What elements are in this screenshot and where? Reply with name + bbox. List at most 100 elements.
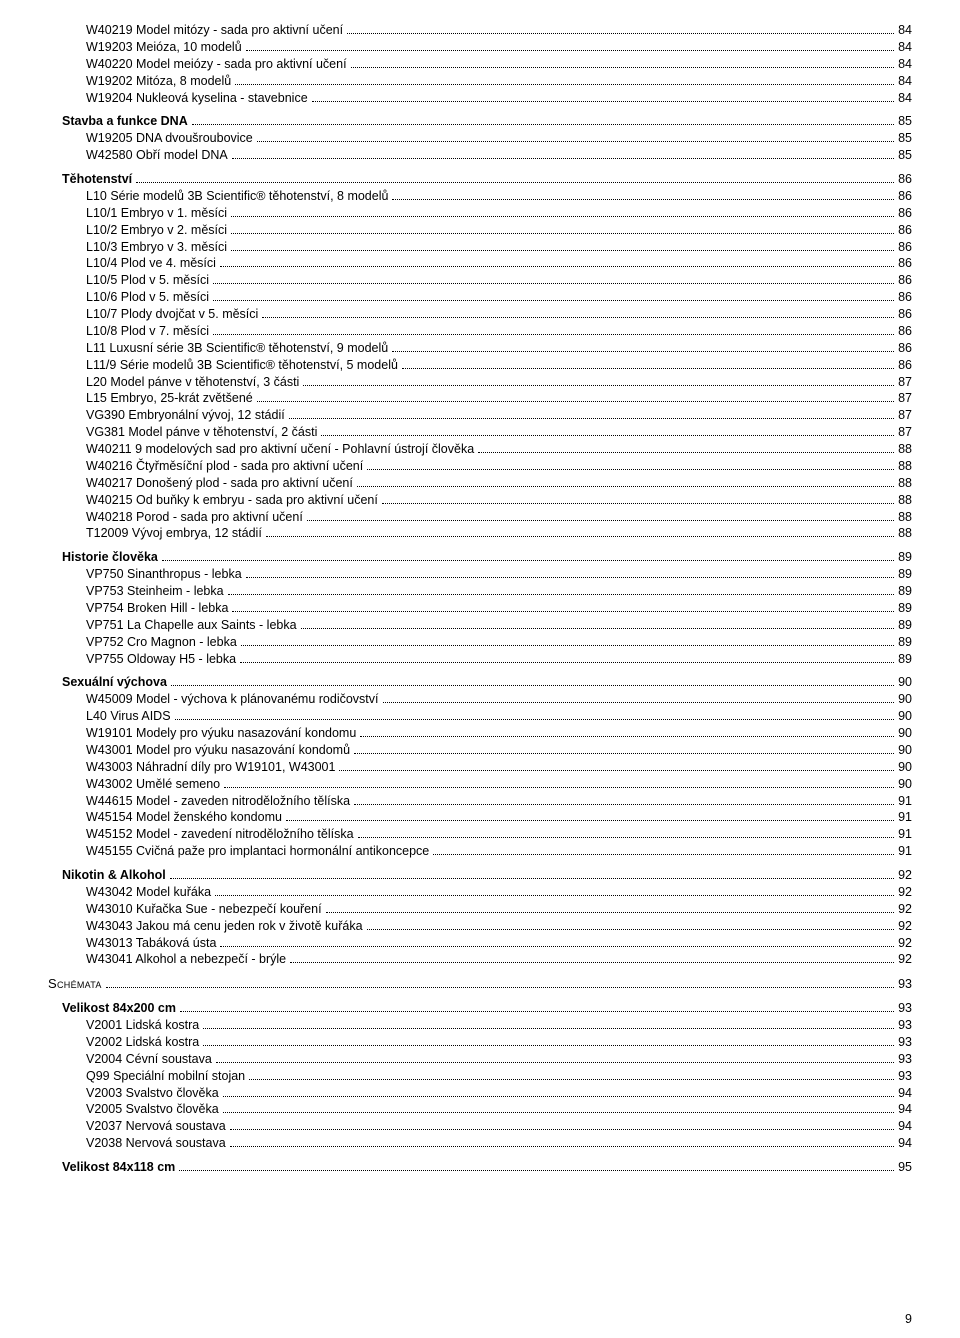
toc-entry[interactable]: W40219 Model mitózy - sada pro aktivní u… [86,22,912,39]
toc-entry[interactable]: Nikotin & Alkohol92 [62,867,912,884]
toc-entry[interactable]: V2037 Nervová soustava94 [86,1118,912,1135]
toc-entry[interactable]: W45154 Model ženského kondomu91 [86,809,912,826]
toc-entry[interactable]: W40220 Model meiózy - sada pro aktivní u… [86,56,912,73]
toc-entry-label: Q99 Speciální mobilní stojan [86,1068,245,1085]
toc-entry-label: W43041 Alkohol a nebezpečí - brýle [86,951,286,968]
toc-entry[interactable]: Těhotenství86 [62,171,912,188]
toc-entry-label: W40215 Od buňky k embryu - sada pro akti… [86,492,378,509]
toc-entry[interactable]: L10 Série modelů 3B Scientific® těhotens… [86,188,912,205]
toc-entry-label: W43043 Jakou má cenu jeden rok v životě … [86,918,363,935]
toc-entry[interactable]: W43010 Kuřačka Sue - nebezpečí kouření92 [86,901,912,918]
toc-entry[interactable]: VP754 Broken Hill - lebka89 [86,600,912,617]
toc-leader-dots [354,804,894,805]
toc-leader-dots [367,929,895,930]
toc-entry[interactable]: L10/7 Plody dvojčat v 5. měsíci86 [86,306,912,323]
toc-entry[interactable]: W43042 Model kuřáka92 [86,884,912,901]
toc-leader-dots [307,520,894,521]
toc-entry[interactable]: V2004 Cévní soustava93 [86,1051,912,1068]
toc-leader-dots [303,385,894,386]
toc-entry[interactable]: T12009 Vývoj embrya, 12 stádií88 [86,525,912,542]
toc-entry[interactable]: L10/4 Plod ve 4. měsíci86 [86,255,912,272]
toc-entry[interactable]: L40 Virus AIDS90 [86,708,912,725]
toc-entry[interactable]: Sexuální výchova90 [62,674,912,691]
toc-entry[interactable]: W43002 Umělé semeno90 [86,776,912,793]
toc-entry[interactable]: VG390 Embryonální vývoj, 12 stádií87 [86,407,912,424]
toc-entry[interactable]: VP755 Oldoway H5 - lebka89 [86,651,912,668]
toc-entry[interactable]: VP750 Sinanthropus - lebka89 [86,566,912,583]
toc-entry[interactable]: V2005 Svalstvo člověka94 [86,1101,912,1118]
toc-entry[interactable]: W45155 Cvičná paže pro implantaci hormon… [86,843,912,860]
toc-entry[interactable]: L10/2 Embryo v 2. měsíci86 [86,222,912,239]
toc-entry-label: W19205 DNA dvoušroubovice [86,130,253,147]
toc-entry-page: 89 [898,566,912,583]
toc-entry[interactable]: VP752 Cro Magnon - lebka89 [86,634,912,651]
toc-entry[interactable]: L11/9 Série modelů 3B Scientific® těhote… [86,357,912,374]
toc-entry[interactable]: W40216 Čtyřměsíční plod - sada pro aktiv… [86,458,912,475]
toc-leader-dots [175,719,895,720]
toc-entry[interactable]: VP753 Steinheim - lebka89 [86,583,912,600]
toc-entry-page: 89 [898,583,912,600]
toc-page: { "page_number": "9", "entries": [ {"lev… [0,0,960,1338]
toc-leader-dots [213,334,894,335]
toc-entry[interactable]: W40217 Donošený plod - sada pro aktivní … [86,475,912,492]
toc-entry[interactable]: L10/6 Plod v 5. měsíci86 [86,289,912,306]
toc-entry[interactable]: V2038 Nervová soustava94 [86,1135,912,1152]
toc-entry[interactable]: W43043 Jakou má cenu jeden rok v životě … [86,918,912,935]
toc-entry-page: 85 [898,130,912,147]
toc-entry[interactable]: W40218 Porod - sada pro aktivní učení88 [86,509,912,526]
toc-leader-dots [223,1096,894,1097]
toc-entry[interactable]: W43041 Alkohol a nebezpečí - brýle92 [86,951,912,968]
toc-entry[interactable]: Q99 Speciální mobilní stojan93 [86,1068,912,1085]
toc-entry[interactable]: V2001 Lidská kostra93 [86,1017,912,1034]
toc-entry[interactable]: Historie člověka89 [62,549,912,566]
toc-entry[interactable]: W45152 Model - zavedení nitroděložního t… [86,826,912,843]
toc-entry[interactable]: V2003 Svalstvo člověka94 [86,1085,912,1102]
toc-entry[interactable]: W43013 Tabáková ústa92 [86,935,912,952]
toc-entry[interactable]: L10/3 Embryo v 3. měsíci86 [86,239,912,256]
toc-entry[interactable]: Stavba a funkce DNA85 [62,113,912,130]
toc-entry[interactable]: L10/1 Embryo v 1. měsíci86 [86,205,912,222]
toc-entry-page: 86 [898,188,912,205]
toc-entry[interactable]: L10/5 Plod v 5. měsíci86 [86,272,912,289]
toc-entry[interactable]: Schémata93 [48,975,912,993]
toc-entry-page: 87 [898,390,912,407]
toc-leader-dots [358,837,895,838]
toc-entry[interactable]: Velikost 84x118 cm95 [62,1159,912,1176]
toc-entry-page: 86 [898,239,912,256]
toc-entry[interactable]: W19202 Mitóza, 8 modelů84 [86,73,912,90]
toc-entry[interactable]: W19101 Modely pro výuku nasazování kondo… [86,725,912,742]
toc-entry[interactable]: L20 Model pánve v těhotenství, 3 části87 [86,374,912,391]
toc-entry[interactable]: L11 Luxusní série 3B Scientific® těhoten… [86,340,912,357]
toc-entry[interactable]: W19204 Nukleová kyselina - stavebnice84 [86,90,912,107]
toc-leader-dots [321,435,894,436]
toc-entry-label: L11 Luxusní série 3B Scientific® těhoten… [86,340,388,357]
toc-entry[interactable]: Velikost 84x200 cm93 [62,1000,912,1017]
toc-entry-page: 87 [898,424,912,441]
page-number: 9 [905,1312,912,1326]
toc-entry[interactable]: W19205 DNA dvoušroubovice 85 [86,130,912,147]
toc-entry-page: 84 [898,22,912,39]
toc-leader-dots [301,628,895,629]
toc-entry[interactable]: W45009 Model - výchova k plánovanému rod… [86,691,912,708]
toc-entry[interactable]: V2002 Lidská kostra93 [86,1034,912,1051]
toc-entry[interactable]: W43003 Náhradní díly pro W19101, W430019… [86,759,912,776]
toc-entry-label: W19203 Meióza, 10 modelů [86,39,242,56]
toc-entry[interactable]: W42580 Obří model DNA85 [86,147,912,164]
toc-leader-dots [231,216,894,217]
toc-entry-label: W45155 Cvičná paže pro implantaci hormon… [86,843,429,860]
toc-entry[interactable]: W19203 Meióza, 10 modelů84 [86,39,912,56]
toc-entry[interactable]: L10/8 Plod v 7. měsíci86 [86,323,912,340]
toc-leader-dots [433,854,894,855]
toc-entry-page: 94 [898,1101,912,1118]
toc-entry[interactable]: VG381 Model pánve v těhotenství, 2 části… [86,424,912,441]
toc-entry[interactable]: W43001 Model pro výuku nasazování kondom… [86,742,912,759]
toc-entry-label: L11/9 Série modelů 3B Scientific® těhote… [86,357,398,374]
toc-entry[interactable]: W40211 9 modelových sad pro aktivní učen… [86,441,912,458]
toc-entry-page: 86 [898,289,912,306]
toc-entry[interactable]: VP751 La Chapelle aux Saints - lebka89 [86,617,912,634]
toc-entry[interactable]: W40215 Od buňky k embryu - sada pro akti… [86,492,912,509]
toc-entry-label: W40217 Donošený plod - sada pro aktivní … [86,475,353,492]
toc-entry[interactable]: L15 Embryo, 25-krát zvětšené87 [86,390,912,407]
toc-entry[interactable]: W44615 Model - zaveden nitroděložního tě… [86,793,912,810]
toc-entry-label: Stavba a funkce DNA [62,113,188,130]
